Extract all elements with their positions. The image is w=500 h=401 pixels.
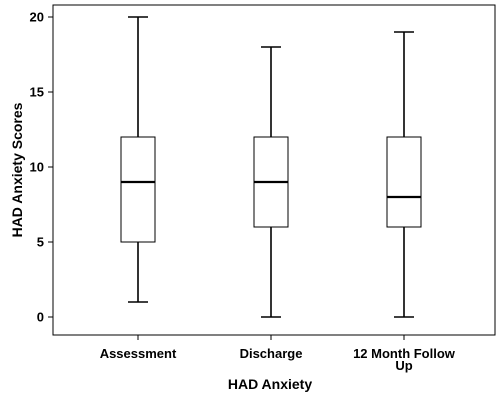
x-tick-label: Up (395, 358, 412, 373)
box-series (120, 16, 422, 318)
x-tick-label: Assessment (100, 346, 177, 361)
x-axis-title: HAD Anxiety (228, 376, 312, 392)
box-group (253, 46, 289, 318)
y-axis-title: HAD Anxiety Scores (9, 102, 25, 237)
y-axis: 0 5 10 15 20 (30, 10, 53, 325)
y-tick-label: 5 (37, 235, 44, 250)
x-tick-label: Discharge (240, 346, 303, 361)
iqr-box (120, 136, 156, 243)
y-tick-label: 15 (30, 85, 44, 100)
x-tick-label: 12 Month Follow (353, 346, 456, 361)
y-tick-label: 0 (37, 310, 44, 325)
box-group (120, 16, 156, 303)
y-tick-label: 10 (30, 160, 44, 175)
box-group (386, 31, 422, 318)
iqr-box (386, 136, 422, 228)
y-tick-label: 20 (30, 10, 44, 25)
